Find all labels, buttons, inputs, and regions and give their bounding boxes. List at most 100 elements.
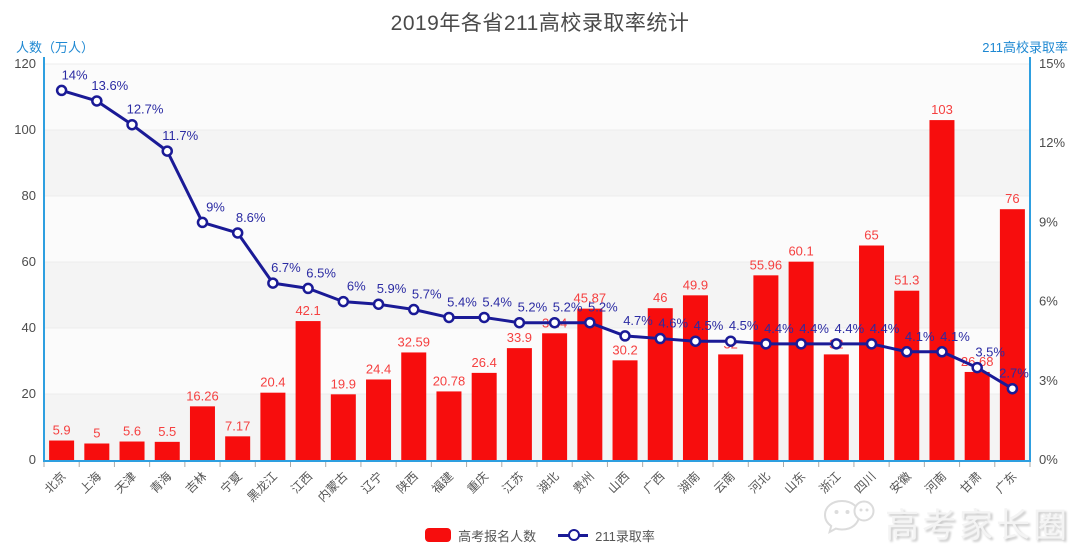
bar-value-label: 65 bbox=[864, 228, 878, 243]
line-point-安徽 bbox=[901, 346, 913, 358]
bar-青海 bbox=[154, 441, 180, 460]
bar-value-label: 5.6 bbox=[123, 424, 141, 439]
x-axis-label-北京: 北京 bbox=[42, 469, 69, 496]
rate-value-label: 2.7% bbox=[999, 366, 1029, 381]
left-axis-tick-label: 20 bbox=[22, 386, 36, 401]
line-point-陕西 bbox=[408, 303, 420, 316]
rate-value-label: 5.9% bbox=[377, 281, 407, 296]
bar-宁夏 bbox=[225, 436, 251, 460]
bar-value-label: 5.5 bbox=[158, 424, 176, 439]
bar-value-label: 5 bbox=[93, 426, 100, 441]
x-axis-label-河南: 河南 bbox=[921, 469, 949, 497]
x-axis-label-湖南: 湖南 bbox=[675, 469, 703, 497]
line-point-辽宁 bbox=[372, 298, 385, 310]
rate-value-label: 4.4% bbox=[764, 321, 794, 336]
bar-吉林 bbox=[189, 406, 215, 460]
rate-value-label: 12.7% bbox=[127, 102, 164, 117]
chart-title: 2019年各省211高校录取率统计 bbox=[390, 12, 690, 35]
x-axis-label-吉林: 吉林 bbox=[183, 469, 210, 496]
x-axis-label-江西: 江西 bbox=[288, 469, 315, 496]
x-axis-label-辽宁: 辽宁 bbox=[358, 469, 386, 497]
bar-上海 bbox=[84, 443, 110, 460]
right-axis-tick-label: 15% bbox=[1039, 56, 1065, 71]
rate-value-label: 6.7% bbox=[271, 260, 301, 275]
x-axis-label-重庆: 重庆 bbox=[464, 469, 491, 496]
bar-重庆 bbox=[471, 372, 497, 460]
line-point-吉林 bbox=[196, 216, 209, 229]
bar-辽宁 bbox=[366, 379, 392, 460]
line-point-湖北 bbox=[548, 316, 561, 329]
bar-河北 bbox=[753, 275, 779, 460]
rate-value-label: 6.5% bbox=[306, 265, 336, 280]
rate-value-label: 11.7% bbox=[162, 128, 198, 143]
x-axis-label-青海: 青海 bbox=[147, 469, 175, 497]
left-axis-tick-label: 60 bbox=[22, 254, 36, 269]
bar-value-label: 7.17 bbox=[225, 418, 250, 433]
bar-陕西 bbox=[401, 352, 427, 460]
bar-series-label: 高考报名人数 bbox=[458, 528, 537, 544]
line-point-福建 bbox=[443, 311, 455, 324]
line-point-湖南 bbox=[689, 335, 702, 347]
bar-湖南 bbox=[682, 295, 708, 460]
left-axis-tick-label: 120 bbox=[14, 56, 36, 71]
line-point-青海 bbox=[161, 145, 173, 157]
left-axis-tick-label: 100 bbox=[14, 122, 36, 137]
x-axis-label-广西: 广西 bbox=[640, 469, 667, 496]
line-point-广西 bbox=[654, 332, 666, 345]
line-point-黑龙江 bbox=[267, 277, 279, 289]
bar-value-label: 30.2 bbox=[612, 342, 637, 357]
line-point-浙江 bbox=[830, 338, 843, 350]
bar-云南 bbox=[718, 354, 744, 460]
x-axis-label-广东: 广东 bbox=[993, 469, 1020, 496]
rate-value-label: 4.1% bbox=[940, 329, 970, 344]
x-axis-label-宁夏: 宁夏 bbox=[217, 469, 245, 497]
rate-value-label: 5.4% bbox=[447, 294, 477, 309]
left-axis-tick-label: 80 bbox=[22, 188, 36, 203]
bar-value-label: 33.9 bbox=[507, 330, 532, 345]
line-point-山西 bbox=[619, 330, 631, 342]
line-point-天津 bbox=[126, 118, 138, 131]
x-axis-label-贵州: 贵州 bbox=[570, 469, 597, 496]
x-axis-label-上海: 上海 bbox=[76, 469, 104, 497]
bar-甘肃 bbox=[964, 371, 990, 460]
bar-浙江 bbox=[823, 354, 849, 460]
bar-黑龙江 bbox=[260, 392, 286, 460]
bar-天津 bbox=[119, 441, 145, 460]
x-axis-label-内蒙古: 内蒙古 bbox=[314, 469, 350, 505]
x-axis-label-湖北: 湖北 bbox=[534, 469, 562, 497]
x-axis-label-江苏: 江苏 bbox=[500, 469, 527, 496]
bar-四川 bbox=[859, 245, 885, 460]
right-axis-tick-label: 9% bbox=[1039, 214, 1058, 229]
bar-江西 bbox=[295, 321, 321, 460]
bar-value-label: 46 bbox=[653, 290, 667, 305]
chart-legend: 高考报名人数 211录取率 bbox=[0, 524, 1080, 546]
line-point-贵州 bbox=[584, 316, 596, 329]
x-axis-label-甘肃: 甘肃 bbox=[957, 469, 984, 496]
plot-background-stripe bbox=[44, 130, 1030, 196]
x-axis-label-浙江: 浙江 bbox=[817, 469, 844, 496]
right-axis-tick-label: 12% bbox=[1039, 135, 1065, 150]
line-point-山东 bbox=[795, 338, 807, 350]
bar-北京 bbox=[49, 440, 75, 460]
rate-value-label: 14% bbox=[62, 67, 88, 82]
bar-series-swatch bbox=[425, 528, 452, 542]
legend-item-line-series[interactable]: 211录取率 bbox=[558, 526, 655, 545]
rate-value-label: 4.5% bbox=[694, 318, 724, 333]
bar-江苏 bbox=[506, 348, 532, 460]
right-axis-tick-label: 0% bbox=[1039, 452, 1058, 467]
line-point-内蒙古 bbox=[337, 295, 350, 308]
bar-value-label: 45.87 bbox=[574, 291, 607, 306]
line-point-江苏 bbox=[513, 316, 526, 329]
rate-value-label: 4.4% bbox=[799, 321, 829, 336]
rate-value-label: 4.4% bbox=[870, 321, 900, 336]
bar-湖北 bbox=[542, 333, 568, 460]
rate-value-label: 5.2% bbox=[518, 300, 548, 315]
x-axis-label-福建: 福建 bbox=[428, 469, 456, 497]
bar-value-label: 32.59 bbox=[397, 334, 430, 349]
x-axis-label-云南: 云南 bbox=[710, 469, 738, 497]
legend-item-bar-series[interactable]: 高考报名人数 bbox=[425, 526, 536, 545]
left-axis-tick-label: 40 bbox=[22, 320, 36, 335]
rate-value-label: 4.4% bbox=[835, 321, 865, 336]
x-axis-label-四川: 四川 bbox=[852, 469, 879, 496]
line-point-广东 bbox=[1006, 382, 1019, 395]
